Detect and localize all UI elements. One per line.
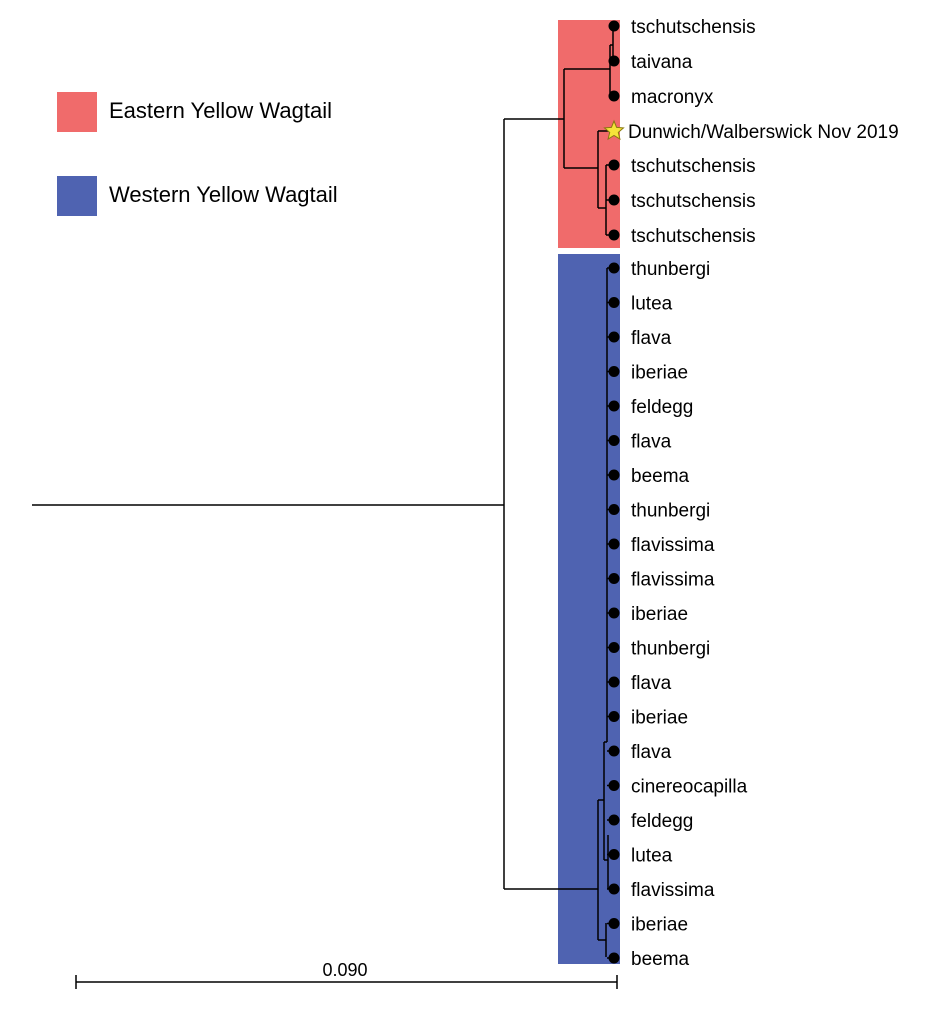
tip-label: tschutschensis [631,17,756,38]
tip-dot [608,952,620,964]
tip-dot [608,331,620,343]
eastern-legend-swatch [57,92,97,132]
tip-dot [608,849,620,860]
tip-dot [608,711,620,722]
tip-dot [608,262,620,274]
tip-label: flava [631,673,672,694]
tip-dot [608,400,620,412]
tip-dot [608,194,620,206]
tip-label: feldegg [631,397,693,418]
western-legend-label: Western Yellow Wagtail [109,182,338,207]
tip-dot [608,918,620,929]
tip-label: flava [631,432,672,453]
tip-label: flavissima [631,535,715,556]
tip-label: tschutschensis [631,191,756,212]
tip-dot [608,607,620,619]
tip-dot [608,780,620,791]
tip-dot [608,469,620,481]
tip-label: flava [631,742,672,763]
tip-dot [608,573,620,584]
tip-label: flavissima [631,880,715,901]
tip-dot [608,159,620,171]
tip-label: tschutschensis [631,226,756,247]
tip-label: thunbergi [631,639,710,660]
star-icon [603,119,625,141]
tip-dot [608,366,620,377]
tip-dot [608,20,620,32]
tip-label: iberiae [631,708,688,729]
tip-dot [608,229,620,241]
tip-label: macronyx [631,87,714,108]
tip-label: thunbergi [631,259,710,280]
tip-label: tschutschensis [631,156,756,177]
tip-label: iberiae [631,604,688,625]
scale-bar-label: 0.090 [322,960,367,980]
tip-label: feldegg [631,811,693,832]
western-legend-swatch [57,176,97,216]
tip-dot [608,55,620,67]
tip-label: cinereocapilla [631,777,748,798]
tip-label: iberiae [631,915,688,936]
tip-dot [608,435,620,446]
tip-label: lutea [631,294,673,315]
eastern-legend-label: Eastern Yellow Wagtail [109,98,332,123]
tip-label: taivana [631,52,693,73]
tip-dot [608,745,620,757]
tip-label: Dunwich/Walberswick Nov 2019 [628,122,899,143]
tip-label: lutea [631,846,673,867]
tip-dot [608,814,620,826]
tip-label: beema [631,466,690,487]
tip-dot [608,90,620,102]
tip-label: flava [631,328,672,349]
tip-dot [608,883,620,895]
tip-label: beema [631,949,690,970]
tip-label: flavissima [631,570,715,591]
tip-dot [608,676,620,688]
tip-dot [608,538,620,550]
tip-dot [608,297,620,308]
tip-label: thunbergi [631,501,710,522]
tip-label: iberiae [631,363,688,384]
tip-dot [608,642,620,653]
tip-dot [608,504,620,515]
